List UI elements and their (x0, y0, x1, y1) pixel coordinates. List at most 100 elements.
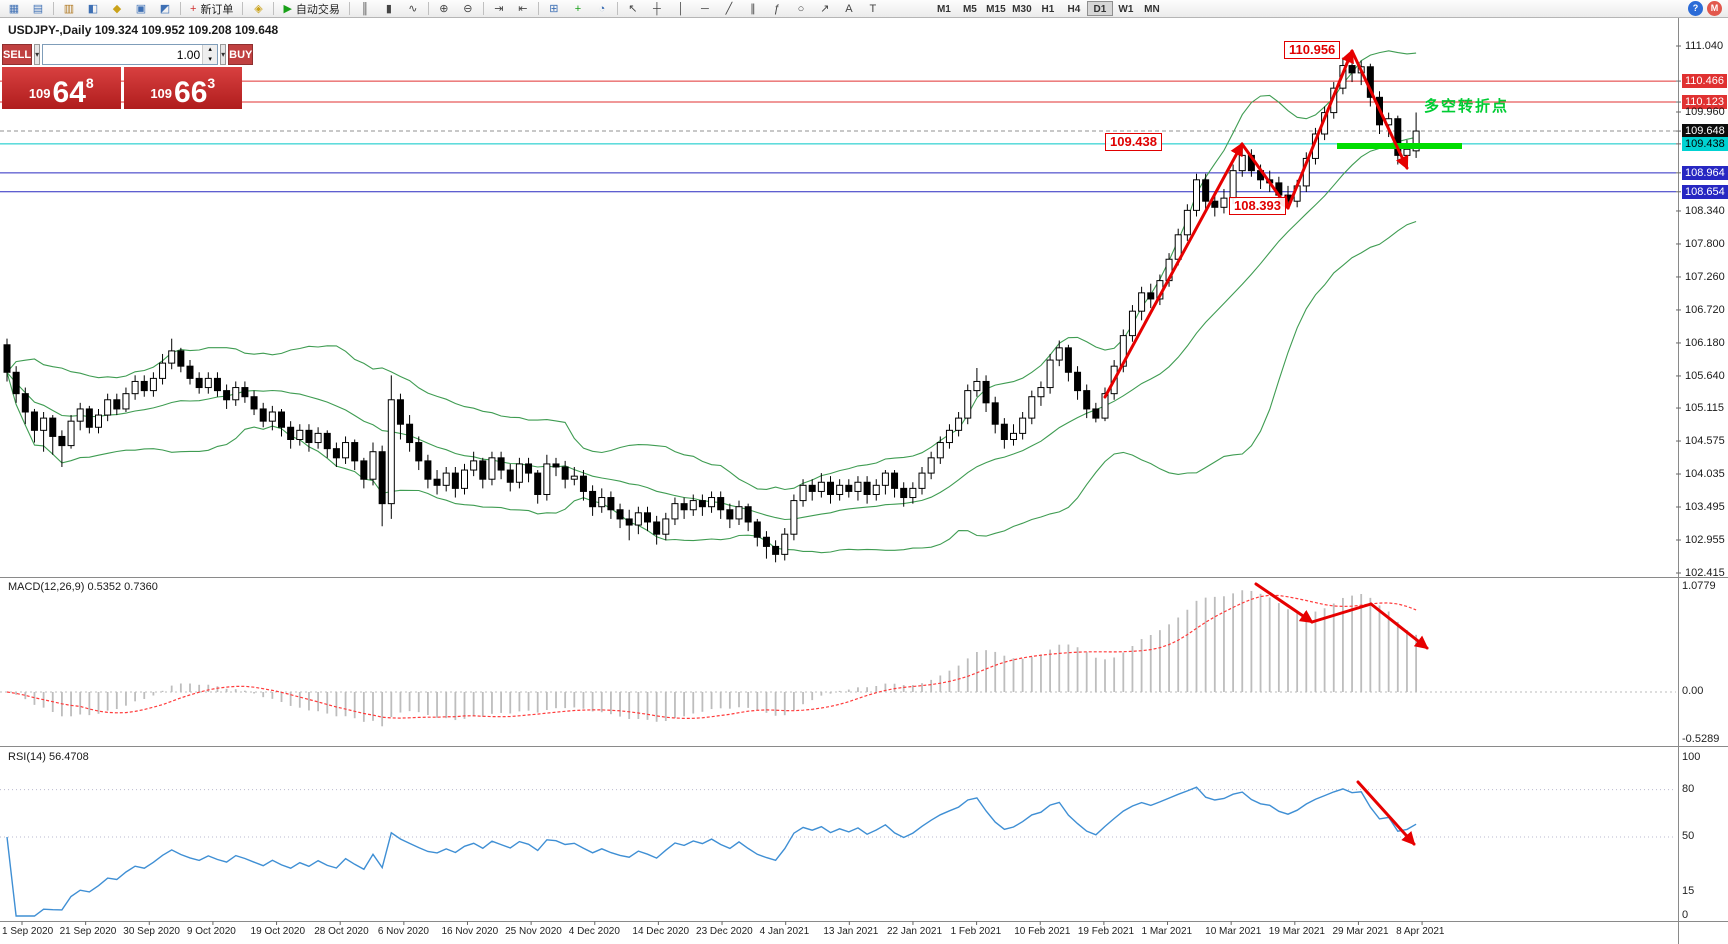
price-scale-label: 107.800 (1685, 237, 1725, 250)
timeframe-button-D1[interactable]: D1 (1086, 1, 1113, 16)
macd-scale-max: 1.0779 (1682, 580, 1716, 592)
new-chart-icon[interactable]: ▦ (8, 2, 20, 15)
timeframe-button-M1[interactable]: M1 (936, 4, 951, 15)
date-axis-label: 16 Nov 2020 (441, 926, 499, 937)
one-click-trading-panel: SELL ▾ ▴ ▾ ▾ BUY 109 64 8 109 66 3 (2, 44, 254, 109)
sell-dropdown-button[interactable]: ▾ (34, 44, 41, 65)
date-axis-label: 28 Oct 2020 (314, 926, 369, 937)
price-scale-label: 103.495 (1685, 501, 1725, 513)
line-chart-icon[interactable]: ∿ (408, 2, 418, 15)
horizontal-line-icon[interactable]: ─ (701, 2, 709, 15)
bid-prefix: 109 (28, 86, 51, 101)
market-watch-icon[interactable]: ▥ (63, 2, 75, 15)
rsi-scale-label: 50 (1682, 830, 1695, 842)
timeframe-button-W1[interactable]: W1 (1118, 4, 1134, 15)
shapes-icon[interactable]: ○ (797, 2, 805, 15)
date-axis-label: 9 Oct 2020 (186, 926, 236, 937)
rsi-scale-label: 15 (1682, 885, 1695, 898)
terminal-icon[interactable]: ▣ (135, 2, 147, 15)
sell-price-button[interactable]: 109 64 8 (2, 67, 121, 109)
channel-icon[interactable]: ∥ (750, 2, 756, 15)
rsi-scale-label: 100 (1682, 751, 1701, 763)
help-icon[interactable]: ? (1688, 1, 1703, 16)
metaeditor-icon[interactable]: ◈ (254, 2, 263, 15)
zoom-out-icon[interactable]: ⊖ (463, 2, 473, 15)
ask-pip-digit: 3 (207, 75, 216, 91)
timeframe-button-H4[interactable]: H4 (1067, 4, 1081, 15)
buy-price-button[interactable]: 109 66 3 (123, 67, 242, 109)
text-icon[interactable]: A (845, 2, 853, 15)
timeframe-button-M30[interactable]: M30 (1012, 4, 1032, 15)
arrows-icon[interactable]: ↗ (820, 2, 830, 15)
cycles-icon[interactable]: ◔ (598, 2, 606, 15)
toolbar-separator (427, 2, 429, 15)
crosshair-icon[interactable]: ┼ (653, 2, 661, 15)
new-order-button[interactable]: + 新订单 (184, 1, 239, 17)
toolbar-separator (348, 2, 350, 15)
tile-windows-icon[interactable]: ⊞ (549, 2, 559, 15)
bar-chart-icon[interactable]: ║ (361, 2, 369, 15)
price-annotation-label: 109.438 (1105, 133, 1162, 151)
price-scale-label: 111.040 (1685, 40, 1724, 52)
cursor-icon[interactable]: ↖ (628, 2, 638, 15)
autotrading-button-icon: ▶ (283, 3, 292, 15)
data-window-icon[interactable]: ◧ (87, 2, 99, 15)
volume-up-button[interactable]: ▴ (203, 45, 218, 55)
fibonacci-icon[interactable]: ƒ (773, 2, 780, 15)
price-scale-label: 108.654 (1682, 184, 1728, 199)
timeframe-button-M5[interactable]: M5 (962, 4, 977, 15)
date-axis-label: 30 Sep 2020 (123, 926, 180, 937)
date-axis-label: 13 Jan 2021 (823, 926, 879, 937)
date-axis-label: 6 Nov 2020 (377, 926, 429, 937)
navigator-icon[interactable]: ◆ (112, 2, 122, 15)
timeframe-button-MN[interactable]: MN (1144, 4, 1160, 15)
label-icon[interactable]: T (869, 2, 877, 15)
buy-small-button[interactable]: BUY (228, 44, 254, 65)
candlestick-chart-icon[interactable]: ▮ (385, 2, 392, 15)
toolbar-separator (537, 2, 539, 15)
volume-field: ▴ ▾ (42, 44, 219, 65)
price-scale-label: 106.720 (1685, 303, 1725, 316)
price-scale-label: 102.955 (1685, 534, 1725, 546)
buy-dropdown-button[interactable]: ▾ (220, 44, 227, 65)
toolbar-separator (273, 2, 275, 15)
price-scale-label: 104.035 (1685, 468, 1725, 481)
timeframe-button-H1[interactable]: H1 (1041, 4, 1055, 15)
volume-down-button[interactable]: ▾ (203, 54, 218, 64)
price-scale-label: 104.575 (1685, 435, 1725, 448)
profiles-icon[interactable]: ▤ (32, 2, 44, 15)
indicators-icon[interactable]: + (574, 2, 582, 15)
date-axis-label: 23 Dec 2020 (696, 926, 753, 937)
sell-small-button[interactable]: SELL (2, 44, 33, 65)
chart-shift-icon[interactable]: ⇤ (518, 2, 528, 15)
date-axis-label: 19 Mar 2021 (1268, 926, 1325, 937)
community-icon[interactable]: M (1707, 1, 1722, 16)
date-axis-label: 19 Feb 2021 (1077, 926, 1135, 937)
bid-pip-digit: 8 (85, 75, 94, 91)
date-axis-label: 14 Dec 2020 (632, 926, 690, 937)
price-annotation-label: 110.956 (1284, 41, 1341, 59)
new-order-button-icon: + (190, 2, 197, 15)
timeframe-button-M15[interactable]: M15 (986, 4, 1006, 15)
zoom-in-icon[interactable]: ⊕ (439, 2, 449, 15)
date-axis-label: 8 Apr 2021 (1396, 926, 1445, 937)
date-axis-label: 29 Mar 2021 (1332, 926, 1389, 937)
toolbar: ▦ ▤ ▥ ◧ ◆ ▣ ◩ + 新订单 ◈ ▶ 自动交易 ║ ▮ ∿ ⊕ ⊖ ⇥ ⇤ ⊞ + ◔ ↖ ┼ │ ─ ╱ ∥ ƒ ○ ↗ A T M… (0, 0, 1728, 18)
price-scale-label: 109.648 (1682, 124, 1728, 139)
strategy-tester-icon[interactable]: ◩ (159, 2, 171, 15)
toolbar-separator (482, 2, 484, 15)
autotrading-button[interactable]: ▶ 自动交易 (277, 1, 345, 17)
trendline-icon[interactable]: ╱ (725, 2, 733, 15)
volume-spinner: ▴ ▾ (202, 45, 218, 64)
autotrading-button-label: 自动交易 (295, 3, 340, 16)
price-scale-label: 105.115 (1685, 402, 1724, 415)
turning-point-annotation: 多空转折点 (1424, 98, 1510, 115)
macd-scale-zero: 0.00 (1682, 685, 1704, 697)
ask-prefix: 109 (150, 86, 173, 101)
rsi-indicator-label: RSI(14) 56.4708 (8, 751, 89, 763)
volume-input[interactable] (43, 45, 203, 64)
vertical-line-icon[interactable]: │ (677, 2, 685, 15)
price-annotation-label: 108.393 (1229, 197, 1286, 215)
auto-scroll-icon[interactable]: ⇥ (494, 2, 504, 15)
